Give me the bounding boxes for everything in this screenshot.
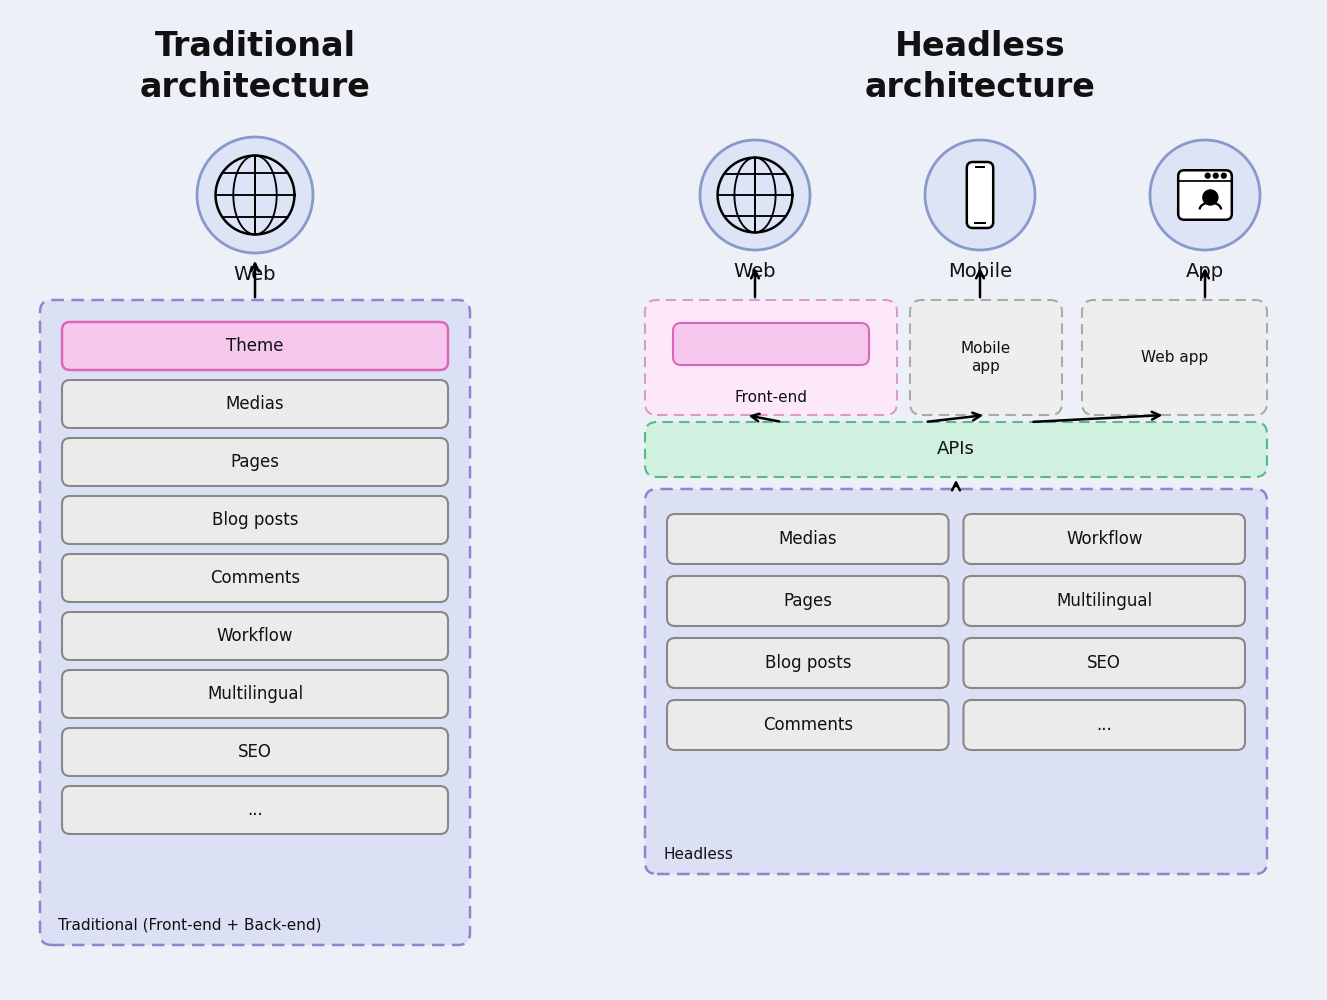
Text: ...: ... xyxy=(247,801,263,819)
Circle shape xyxy=(701,140,809,250)
FancyBboxPatch shape xyxy=(910,300,1062,415)
Text: Pages: Pages xyxy=(231,453,280,471)
Text: Web: Web xyxy=(734,262,776,281)
Text: Blog posts: Blog posts xyxy=(764,654,851,672)
FancyBboxPatch shape xyxy=(967,162,993,228)
Text: Medias: Medias xyxy=(226,395,284,413)
Text: Workflow: Workflow xyxy=(216,627,293,645)
FancyBboxPatch shape xyxy=(645,489,1267,874)
Text: Multilingual: Multilingual xyxy=(1056,592,1152,610)
Text: Comments: Comments xyxy=(763,716,853,734)
FancyBboxPatch shape xyxy=(667,514,949,564)
FancyBboxPatch shape xyxy=(62,554,449,602)
Text: Pages: Pages xyxy=(783,592,832,610)
Circle shape xyxy=(1205,173,1210,178)
FancyBboxPatch shape xyxy=(963,514,1245,564)
FancyBboxPatch shape xyxy=(1082,300,1267,415)
FancyBboxPatch shape xyxy=(40,300,470,945)
Text: Medias: Medias xyxy=(779,530,837,548)
Circle shape xyxy=(1202,190,1218,205)
FancyBboxPatch shape xyxy=(673,323,869,365)
FancyBboxPatch shape xyxy=(62,380,449,428)
FancyBboxPatch shape xyxy=(963,576,1245,626)
Text: SEO: SEO xyxy=(1087,654,1121,672)
FancyBboxPatch shape xyxy=(62,786,449,834)
Text: Headless
architecture: Headless architecture xyxy=(865,30,1095,104)
FancyBboxPatch shape xyxy=(62,728,449,776)
Circle shape xyxy=(1213,173,1218,178)
Text: Web app: Web app xyxy=(1141,350,1208,365)
Text: Mobile: Mobile xyxy=(947,262,1013,281)
FancyBboxPatch shape xyxy=(1178,170,1231,220)
Text: Workflow: Workflow xyxy=(1066,530,1143,548)
FancyBboxPatch shape xyxy=(62,496,449,544)
FancyBboxPatch shape xyxy=(62,670,449,718)
FancyBboxPatch shape xyxy=(62,612,449,660)
FancyBboxPatch shape xyxy=(62,322,449,370)
Text: Mobile
app: Mobile app xyxy=(961,341,1011,374)
Circle shape xyxy=(925,140,1035,250)
FancyBboxPatch shape xyxy=(645,300,897,415)
FancyBboxPatch shape xyxy=(667,638,949,688)
FancyBboxPatch shape xyxy=(963,700,1245,750)
FancyBboxPatch shape xyxy=(963,638,1245,688)
Text: Comments: Comments xyxy=(210,569,300,587)
Circle shape xyxy=(1221,173,1226,178)
Text: Traditional (Front-end + Back-end): Traditional (Front-end + Back-end) xyxy=(58,918,321,933)
Circle shape xyxy=(196,137,313,253)
FancyBboxPatch shape xyxy=(667,576,949,626)
Text: Theme: Theme xyxy=(226,337,284,355)
Text: ...: ... xyxy=(1096,716,1112,734)
Text: Multilingual: Multilingual xyxy=(207,685,303,703)
FancyBboxPatch shape xyxy=(62,438,449,486)
FancyBboxPatch shape xyxy=(645,422,1267,477)
Text: Headless: Headless xyxy=(664,847,733,862)
Text: Blog posts: Blog posts xyxy=(212,511,299,529)
Text: App: App xyxy=(1186,262,1223,281)
Text: SEO: SEO xyxy=(238,743,272,761)
Text: Theme: Theme xyxy=(744,336,798,352)
Text: Front-end: Front-end xyxy=(735,390,808,405)
FancyBboxPatch shape xyxy=(667,700,949,750)
Text: Web: Web xyxy=(234,265,276,284)
Text: APIs: APIs xyxy=(937,440,975,458)
Circle shape xyxy=(1151,140,1261,250)
Text: Traditional
architecture: Traditional architecture xyxy=(139,30,370,104)
